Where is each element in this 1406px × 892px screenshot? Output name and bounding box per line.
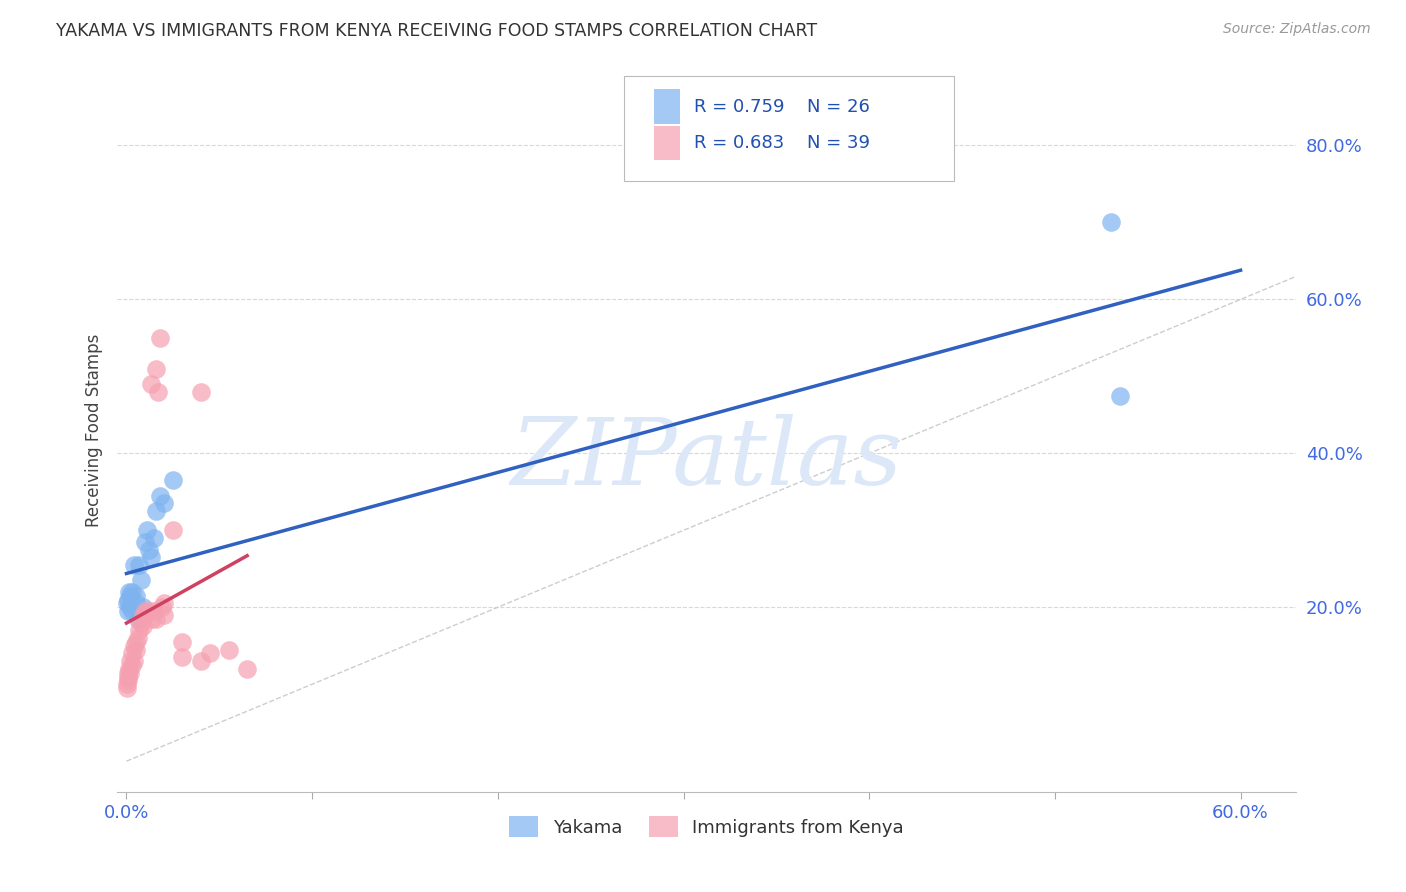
Point [121,604,143,618]
Point [117,604,139,618]
Point [120,654,142,668]
Point [152,496,174,510]
Point [125,635,148,649]
Text: ZIPatlas: ZIPatlas [510,414,903,504]
Point [152,596,174,610]
Point [131,574,153,588]
Point [118,585,141,599]
Point [1099,215,1122,229]
Point [122,639,145,653]
Point [117,665,139,680]
Point [128,624,150,638]
Point [150,600,173,615]
Point [118,662,141,676]
Point [125,589,148,603]
Point [134,534,156,549]
Point [139,377,162,392]
Point [143,531,166,545]
Point [121,647,143,661]
Point [141,612,163,626]
Point [122,654,145,668]
Point [121,657,143,672]
Point [172,650,194,665]
Point [117,592,139,607]
Point [117,677,139,691]
FancyBboxPatch shape [654,89,679,124]
Point [236,662,259,676]
Point [198,647,221,661]
Point [121,585,143,599]
Text: N = 39: N = 39 [807,134,870,152]
Point [117,673,139,688]
Point [149,489,172,503]
Point [122,558,145,572]
Point [117,596,139,610]
Point [120,600,142,615]
Point [132,607,155,622]
Point [162,473,184,487]
Point [149,331,172,345]
Point [138,542,160,557]
Point [190,384,212,399]
Point [128,558,150,572]
Point [132,600,155,615]
Point [127,631,149,645]
Point [162,524,184,538]
Point [218,642,240,657]
Point [145,361,167,376]
Point [120,589,142,603]
Text: R = 0.683: R = 0.683 [693,134,785,152]
Point [134,604,156,618]
Point [125,596,148,610]
Point [117,669,139,683]
Y-axis label: Receiving Food Stamps: Receiving Food Stamps [86,334,103,527]
Text: YAKAMA VS IMMIGRANTS FROM KENYA RECEIVING FOOD STAMPS CORRELATION CHART: YAKAMA VS IMMIGRANTS FROM KENYA RECEIVIN… [56,22,817,40]
Point [143,604,166,618]
Point [152,607,174,622]
Point [138,604,160,618]
Point [135,524,157,538]
Point [132,619,155,633]
Point [145,612,167,626]
Point [190,654,212,668]
Legend: Yakama, Immigrants from Kenya: Yakama, Immigrants from Kenya [502,809,911,845]
Point [146,384,169,399]
Point [145,504,167,518]
FancyBboxPatch shape [624,76,955,181]
Text: R = 0.759: R = 0.759 [693,98,785,116]
Point [125,642,148,657]
Point [131,615,153,630]
Point [172,635,194,649]
Point [139,550,162,565]
Text: Source: ZipAtlas.com: Source: ZipAtlas.com [1223,22,1371,37]
Point [120,665,142,680]
FancyBboxPatch shape [654,126,679,161]
Point [1109,389,1132,403]
Point [115,681,138,695]
Point [127,612,149,626]
Text: N = 26: N = 26 [807,98,870,116]
